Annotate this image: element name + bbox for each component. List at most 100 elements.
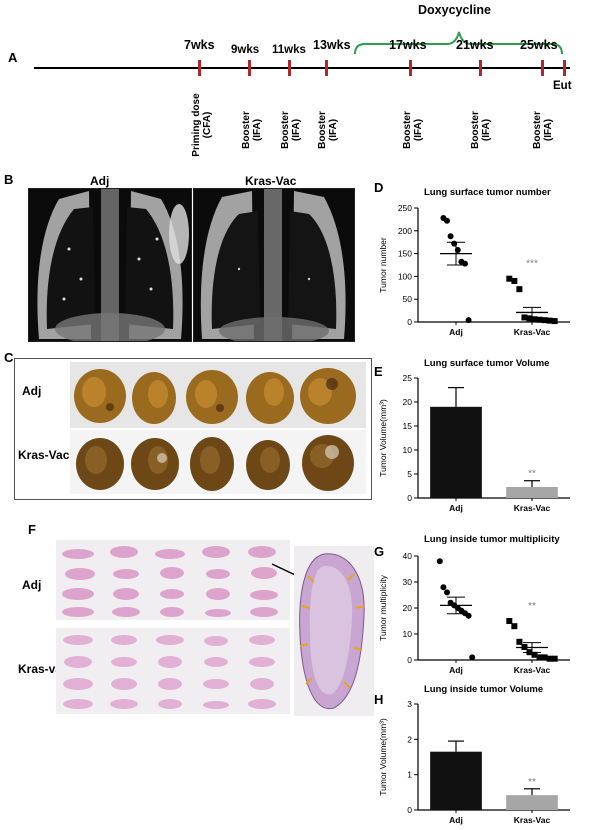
- y-axis-label: Tumor number: [378, 237, 388, 293]
- week-label-9: 9wks: [231, 44, 260, 56]
- data-point: [541, 317, 548, 324]
- event-line-2: (CFA): [202, 111, 213, 139]
- chart-d-lung-surface-tumor-number: 0 50 100 150 200 250 Adj Kras-Vac Tumor number **…: [378, 203, 570, 337]
- event-line-2: (IFA): [481, 118, 492, 142]
- event-line-1: Booster: [317, 111, 328, 149]
- event-line-1: Priming dose: [191, 93, 202, 157]
- y-tick-label: 100: [398, 271, 412, 281]
- y-tick-label: 200: [398, 226, 412, 236]
- data-point: [465, 612, 472, 619]
- y-tick-label: 150: [398, 249, 412, 259]
- data-point: [465, 317, 472, 324]
- event-line-2: (IFA): [413, 118, 424, 142]
- doxycycline-bracket: [354, 31, 563, 55]
- x-tick-label: Adj: [449, 503, 463, 513]
- event-line-1: Booster: [532, 111, 543, 149]
- panel-letter-b: B: [4, 172, 14, 187]
- y-tick-label: 1: [407, 770, 412, 780]
- y-tick-label: 0: [407, 655, 412, 665]
- y-tick-label: 15: [403, 421, 413, 431]
- data-point: [511, 277, 518, 284]
- y-tick-label: 0: [407, 317, 412, 327]
- data-point: [444, 589, 450, 596]
- week-label-17: 17wks: [389, 38, 427, 52]
- panel-letter-c: C: [4, 350, 14, 365]
- event-line-1: Booster: [280, 111, 291, 149]
- data-point: [506, 618, 513, 624]
- histology-grid-kras-vac: [56, 628, 290, 714]
- significance-annotation: **: [528, 601, 536, 612]
- histology-grid-adj: [56, 540, 290, 620]
- y-tick-label: 25: [403, 373, 413, 383]
- data-point: [444, 217, 450, 224]
- week-label-13: 13wks: [313, 38, 351, 52]
- significance-annotation: **: [528, 469, 536, 480]
- event-label-booster-21: Booster (IFA): [470, 100, 492, 160]
- panel-letter-e: E: [374, 364, 383, 379]
- gross-row-label-kras-vac: Kras-Vac: [18, 448, 70, 462]
- y-tick-label: 2: [407, 734, 412, 744]
- data-point: [447, 233, 454, 240]
- data-point: [436, 558, 443, 565]
- timeline-tick-21: [479, 60, 482, 76]
- x-tick-label: Kras-Vac: [514, 665, 551, 675]
- x-tick-label: Kras-Vac: [514, 327, 551, 337]
- histology-enlarged-section: [294, 546, 374, 716]
- timeline-tick-25: [541, 60, 544, 76]
- y-tick-label: 30: [403, 577, 413, 587]
- data-point: [536, 316, 543, 323]
- data-point: [546, 317, 553, 324]
- y-tick-label: 0: [407, 805, 412, 815]
- gross-row-label-adj: Adj: [22, 384, 42, 398]
- chart-e-title: Lung surface tumor Volume: [424, 358, 550, 369]
- significance-annotation: **: [528, 777, 536, 788]
- event-line-2: (IFA): [328, 118, 339, 142]
- data-point: [516, 638, 523, 645]
- chart-e-lung-surface-tumor-volume: 0 5 10 15 20 25 Adj Kras-Vac Tumor Volume(mm³) **: [378, 373, 570, 513]
- chart-h-title: Lung inside tumor Volume: [424, 684, 544, 695]
- mri-image-kras-vac: [193, 188, 355, 342]
- y-tick-label: 40: [403, 551, 413, 561]
- y-axis-label: Tumor Volume(mm³): [378, 718, 388, 796]
- eut-label: Eut: [553, 80, 572, 92]
- event-label-booster-11: Booster (IFA): [280, 100, 302, 160]
- data-point: [462, 260, 468, 267]
- y-axis-label: Tumor multiplicity: [378, 574, 388, 641]
- bar: [506, 795, 558, 810]
- event-line-1: Booster: [470, 111, 481, 149]
- x-tick-label: Kras-Vac: [514, 815, 551, 825]
- data-point: [440, 584, 447, 591]
- doxycycline-label: Doxycycline: [418, 3, 491, 17]
- chart-h-lung-inside-tumor-volume: 0 1 2 3 Adj Kras-Vac Tumor Volume(mm³) **: [378, 699, 570, 825]
- event-label-booster-9: Booster (IFA): [241, 100, 263, 160]
- event-label-booster-17: Booster (IFA): [402, 100, 424, 160]
- timeline-tick-11: [288, 60, 291, 76]
- chart-g-lung-inside-tumor-multiplicity: 0 10 20 30 40 Adj Kras-Vac Tumor multiplicity **: [378, 551, 570, 675]
- event-line-2: (IFA): [252, 118, 263, 142]
- data-point: [511, 623, 518, 630]
- mri-label-adj: Adj: [90, 174, 110, 188]
- y-tick-label: 20: [403, 397, 413, 407]
- histology-row-label-adj: Adj: [22, 578, 42, 592]
- week-label-25: 25wks: [520, 38, 558, 52]
- gross-lung-frame: [14, 358, 372, 500]
- week-label-11: 11wks: [272, 44, 306, 56]
- event-line-1: Booster: [241, 111, 252, 149]
- panel-letter-h: H: [374, 692, 384, 707]
- gross-lung-image-adj: [70, 362, 366, 428]
- data-point: [551, 318, 558, 325]
- event-line-1: Booster: [402, 111, 413, 149]
- y-tick-label: 10: [403, 629, 413, 639]
- week-label-7: 7wks: [184, 38, 215, 52]
- event-label-priming: Priming dose (CFA): [191, 80, 213, 170]
- panel-letter-d: D: [374, 180, 384, 195]
- timeline-tick-17: [409, 60, 412, 76]
- event-label-booster-13: Booster (IFA): [317, 100, 339, 160]
- event-line-2: (IFA): [291, 118, 302, 142]
- data-point: [546, 655, 553, 662]
- data-point: [469, 654, 476, 661]
- y-axis-label: Tumor Volume(mm³): [378, 399, 388, 477]
- bar: [506, 486, 558, 498]
- data-point: [506, 275, 513, 282]
- y-tick-label: 20: [403, 603, 413, 613]
